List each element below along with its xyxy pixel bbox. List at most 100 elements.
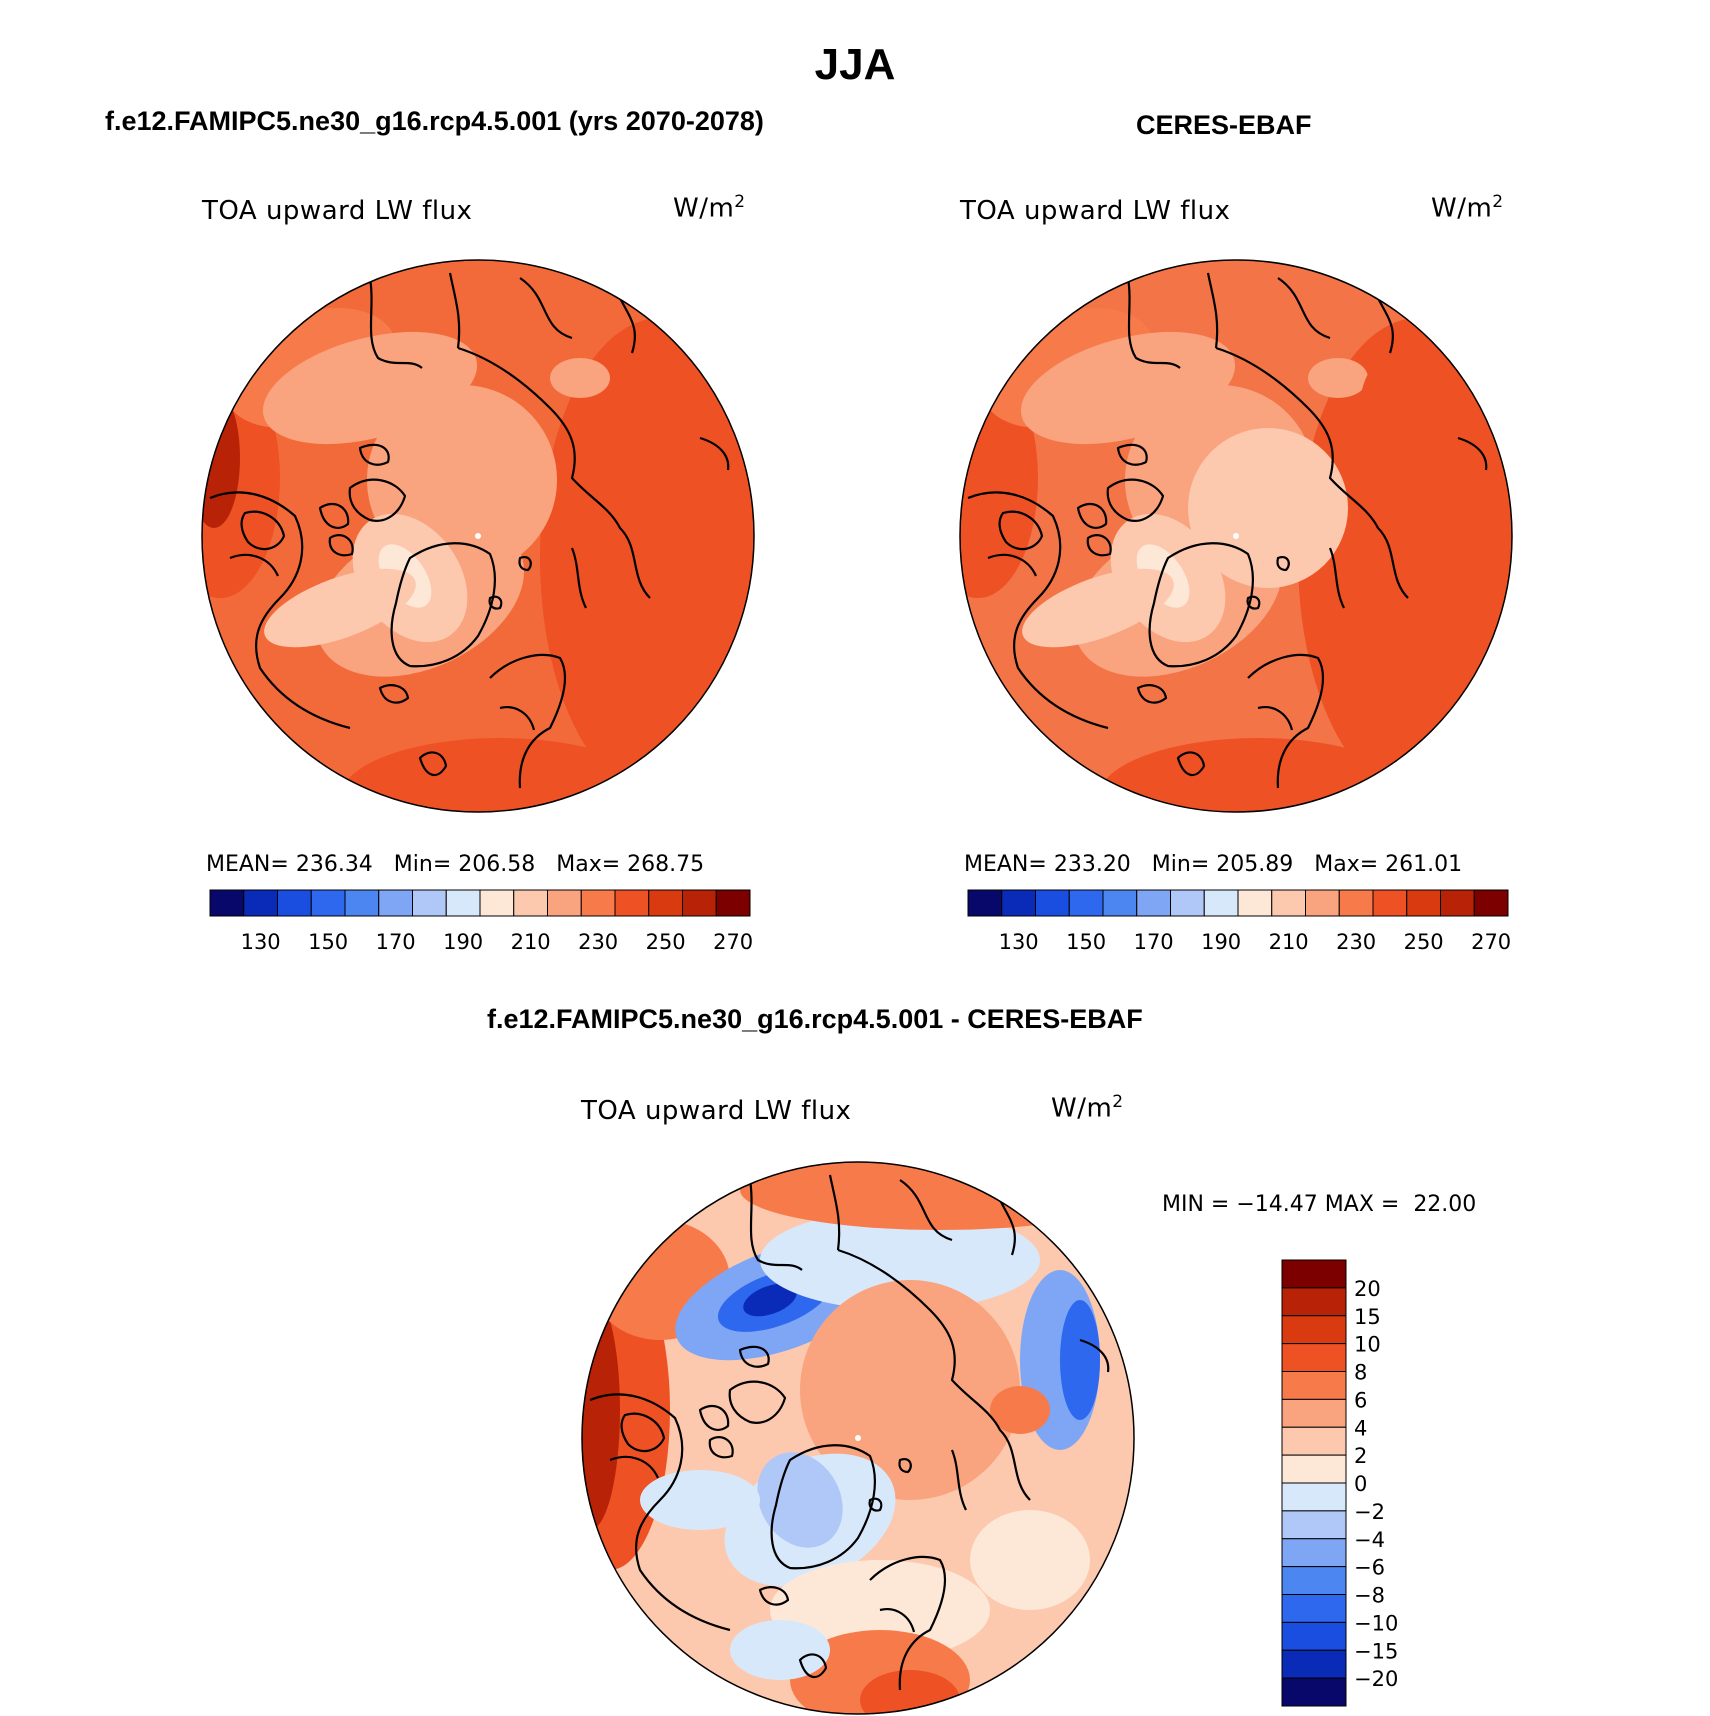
panel-2-colorbar-box	[1406, 889, 1441, 917]
diff-colorbar-tick-label: −15	[1354, 1639, 1398, 1663]
diff-colorbar-tick-label: 20	[1354, 1277, 1381, 1301]
panel-2-colorbar-box	[1372, 889, 1408, 917]
panel-1-colorbar-tick-label: 170	[376, 930, 416, 954]
diff-colorbar-box	[1281, 1426, 1347, 1456]
diff-case-title: f.e12.FAMIPC5.ne30_g16.rcp4.5.001 - CERE…	[487, 1004, 1143, 1034]
panel-2-colorbar-tick-label: 190	[1201, 930, 1241, 954]
diff-stats: MIN = −14.47 MAX = 22.00	[1162, 1192, 1477, 1217]
panel-2-colorbar: 130 150 170 190 210 230 250 270	[967, 889, 1511, 954]
panel-1-colorbar-box	[209, 889, 245, 917]
diff-min: −14.47	[1236, 1192, 1318, 1217]
panel-1-colorbar-box	[310, 889, 346, 917]
diff-colorbar-tick-label: 10	[1354, 1333, 1381, 1357]
panel-2-colorbar-tick-label: 130	[999, 930, 1039, 954]
panel-1-colorbar-box	[243, 889, 278, 917]
diff-colorbar-box	[1281, 1621, 1347, 1651]
panel-1-colorbar-box	[344, 889, 380, 917]
diff-colorbar-box	[1281, 1454, 1347, 1484]
panel-1-colorbar-tick-label: 150	[308, 930, 348, 954]
panel-2-colorbar-box	[1035, 889, 1070, 917]
diff-colorbar-tick-label: −4	[1354, 1528, 1385, 1552]
panel-1-colorbar-tick-label: 230	[578, 930, 618, 954]
panel-1-unit-label: W/m2	[673, 192, 746, 224]
panel-2-colorbar-box	[1001, 889, 1036, 917]
panel-1-variable-label: TOA upward LW flux	[202, 196, 473, 226]
panel-1-colorbar-box	[513, 889, 548, 917]
diff-colorbar-box	[1281, 1594, 1347, 1623]
panel-2-colorbar-box	[1440, 889, 1475, 917]
diff-colorbar-box	[1281, 1287, 1347, 1317]
panel-1-colorbar-tick-label: 210	[511, 930, 551, 954]
diff-colorbar-tick-label: −10	[1354, 1611, 1398, 1635]
panel-1-colorbar-box	[445, 889, 481, 917]
panel-2-colorbar-box	[1068, 889, 1104, 917]
diff-colorbar-box	[1281, 1538, 1347, 1568]
panel-2-colorbar-tick-label: 150	[1066, 930, 1106, 954]
panel-2-colorbar-box	[1203, 889, 1239, 917]
diff-colorbar-box	[1281, 1371, 1347, 1400]
panel-2-colorbar-box	[1271, 889, 1306, 917]
panel-2-colorbar-box	[1473, 889, 1509, 917]
panel-2-colorbar-tick-label: 250	[1404, 930, 1444, 954]
panel-1-case-title: f.e12.FAMIPC5.ne30_g16.rcp4.5.001 (yrs 2…	[105, 106, 764, 136]
panel-2-unit-label: W/m2	[1431, 192, 1504, 224]
diff-max: 22.00	[1413, 1192, 1477, 1217]
panel-2-colorbar-box	[1102, 889, 1138, 917]
panel-2-stats: MEAN= 233.20 Min= 205.89 Max= 261.01	[964, 852, 1463, 877]
panel-1-colorbar-tick-label: 130	[241, 930, 281, 954]
panel-1-colorbar-box	[547, 889, 582, 917]
panel-2-colorbar-box	[1136, 889, 1171, 917]
panel-1-colorbar-box	[580, 889, 616, 917]
panel-1-colorbar-box	[412, 889, 447, 917]
panel-1-colorbar-box	[277, 889, 312, 917]
panel-1-stats: MEAN= 236.34 Min= 206.58 Max= 268.75	[206, 852, 705, 877]
panel-1-colorbar-box	[479, 889, 515, 917]
panel-2-colorbar-tick-label: 170	[1134, 930, 1174, 954]
panel-1-colorbar-tick-label: 190	[443, 930, 483, 954]
panel-1-mean: 236.34	[295, 852, 373, 877]
panel-2-mean: 233.20	[1053, 852, 1131, 877]
panel-2-colorbar-box	[1338, 889, 1374, 917]
diff-colorbar-tick-label: −6	[1354, 1556, 1385, 1580]
diff-polar-map	[581, 1161, 1135, 1715]
panel-2-min: 205.89	[1216, 852, 1294, 877]
panel-2-colorbar-tick-label: 230	[1336, 930, 1376, 954]
diff-colorbar-box	[1281, 1677, 1347, 1707]
diff-colorbar-box	[1281, 1259, 1347, 1289]
diff-colorbar-box	[1281, 1566, 1347, 1595]
panel-2-colorbar-tick-label: 210	[1269, 930, 1309, 954]
panel-2-colorbar-box	[1170, 889, 1205, 917]
diff-colorbar-tick-label: 0	[1354, 1472, 1367, 1496]
panel-2-polar-map	[959, 259, 1513, 813]
diff-colorbar-tick-label: 8	[1354, 1361, 1367, 1385]
diff-colorbar-tick-label: −2	[1354, 1500, 1385, 1524]
figure-title: JJA	[814, 40, 896, 89]
diff-colorbar-tick-label: 6	[1354, 1388, 1367, 1412]
panel-1-max: 268.75	[627, 852, 705, 877]
panel-2-colorbar-box	[1305, 889, 1340, 917]
diff-colorbar-tick-label: 2	[1354, 1444, 1367, 1468]
diff-colorbar-tick-label: 15	[1354, 1305, 1381, 1329]
panel-1-colorbar: 130 150 170 190 210 230 250 270	[209, 889, 753, 954]
panel-1-colorbar-tick-label: 270	[713, 930, 753, 954]
diff-colorbar-box	[1281, 1649, 1347, 1679]
panel-1-colorbar-box	[715, 889, 751, 917]
diff-colorbar-box	[1281, 1510, 1347, 1540]
panel-1-colorbar-box	[614, 889, 650, 917]
panel-1-colorbar-box	[378, 889, 413, 917]
diff-colorbar-box	[1281, 1343, 1347, 1372]
panel-2-colorbar-tick-label: 270	[1471, 930, 1511, 954]
panel-1-polar-map	[201, 259, 755, 813]
panel-1-colorbar-tick-label: 250	[646, 930, 686, 954]
diff-colorbar-box	[1281, 1315, 1347, 1345]
diff-colorbar-tick-label: 4	[1354, 1416, 1367, 1440]
diff-colorbar-box	[1281, 1398, 1347, 1428]
diff-colorbar-tick-label: −20	[1354, 1667, 1398, 1691]
panel-1-min: 206.58	[458, 852, 536, 877]
diff-colorbar-tick-label: −8	[1354, 1584, 1385, 1608]
panel-1-colorbar-box	[682, 889, 717, 917]
diff-variable-label: TOA upward LW flux	[581, 1096, 852, 1126]
diff-unit-label: W/m2	[1051, 1092, 1124, 1124]
diff-colorbar-box	[1281, 1482, 1347, 1512]
